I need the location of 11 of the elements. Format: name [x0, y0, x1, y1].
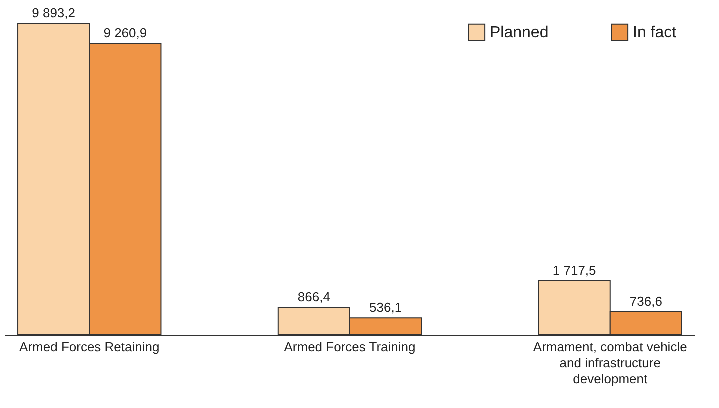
x-tick-label: Armed Forces Retaining — [20, 340, 160, 354]
x-tick-label: Armed Forces Training — [284, 340, 416, 354]
data-label: 866,4 — [298, 290, 330, 305]
x-tick-label: Armament, combat vehicle and infrastructure development — [533, 340, 688, 386]
data-label: 9 260,9 — [104, 26, 148, 41]
legend-label: Planned — [490, 24, 549, 42]
legend-label: In fact — [633, 24, 678, 42]
data-label: 9 893,2 — [32, 6, 76, 21]
data-label: 536,1 — [370, 300, 402, 316]
data-label: 736,6 — [630, 294, 662, 309]
data-label: 1 717,5 — [552, 262, 596, 278]
